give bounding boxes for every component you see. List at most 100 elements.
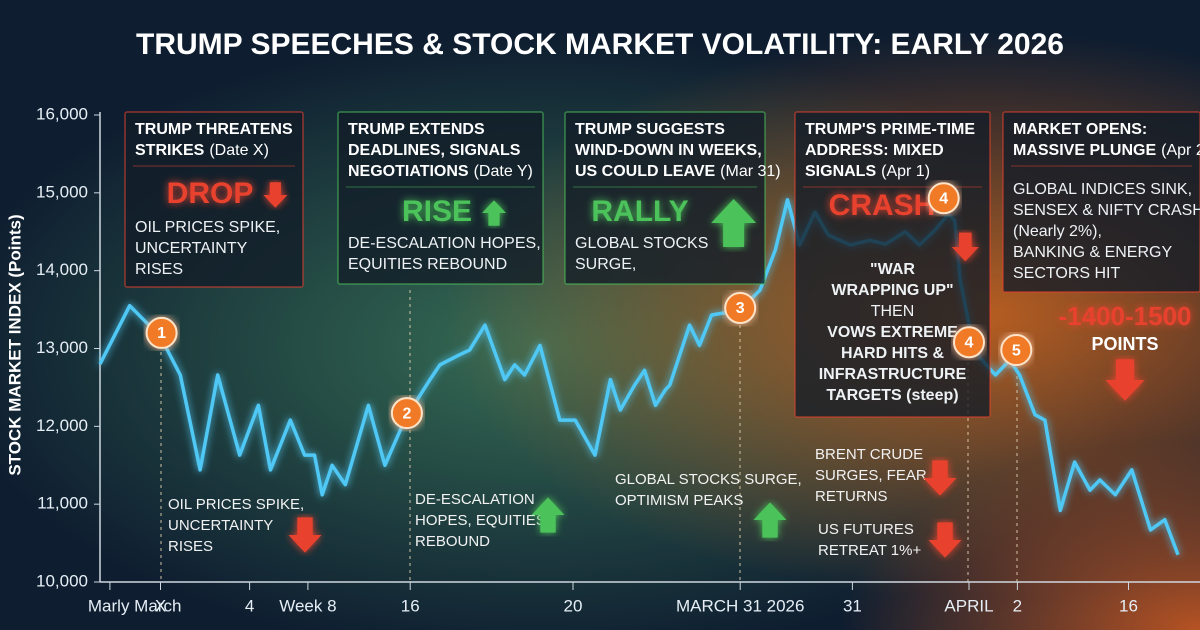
annotation-title: MASSIVE PLUNGE (1013, 142, 1156, 159)
y-tick-label: 16,000 (36, 104, 88, 123)
callout-text: OPTIMISM PEAKS (615, 492, 743, 509)
annotation-box (124, 111, 304, 288)
annotation-keyword: RISE (402, 195, 472, 228)
arrow-icon (951, 232, 979, 262)
event-marker (927, 182, 960, 215)
annotation-keyword: DROP (167, 177, 254, 210)
annotation-description: WRAPPING UP" (831, 282, 953, 299)
annotation-keyword: RALLY (591, 195, 688, 228)
callout-text: BRENT CRUDE (815, 446, 923, 463)
annotation-title: MARKET OPENS: (1013, 121, 1147, 138)
annotation-title: STRIKES (135, 142, 205, 159)
callout-text: HOPES, EQUITIES (415, 512, 546, 529)
annotation-description: VOWS EXTREME (827, 324, 958, 341)
arrow-icon (482, 200, 507, 226)
annotation-description: "WAR (870, 261, 915, 278)
event-marker (724, 292, 757, 325)
annotation-box (1002, 111, 1200, 293)
x-tick-label: Week 8 (279, 596, 336, 615)
annotation-keyword: -1400-1500 (1059, 301, 1192, 331)
annotation-description: UNCERTAINTY (135, 240, 248, 257)
annotation-box (564, 111, 766, 285)
y-tick-label: 14,000 (36, 260, 88, 279)
annotation-description: OIL PRICES SPIKE, (135, 219, 280, 236)
x-tick-label: 4 (245, 596, 254, 615)
event-marker-label: 3 (736, 300, 745, 317)
arrow-icon (928, 522, 962, 558)
x-tick-label: Marly March (88, 596, 182, 615)
annotation-description: SENSEX & NIFTY CRASH (1013, 202, 1200, 219)
annotation-description: GLOBAL INDICES SINK, (1013, 181, 1192, 198)
annotation-description: (Nearly 2%), (1013, 223, 1102, 240)
event-marker (390, 397, 423, 430)
y-tick-label: 13,000 (36, 338, 88, 357)
y-tick-label: 10,000 (36, 571, 88, 590)
x-tick-label: 31 (843, 596, 862, 615)
annotation-date: (Apr 1) (881, 163, 930, 180)
annotation-unit: POINTS (1091, 334, 1158, 354)
callout-text: SURGES, FEAR (815, 467, 927, 484)
annotation-title: TRUMP SUGGESTS (575, 121, 725, 138)
chart-title: TRUMP SPEECHES & STOCK MARKET VOLATILITY… (136, 28, 1064, 61)
callout-text: REBOUND (415, 533, 490, 550)
annotation-title: TRUMP'S PRIME-TIME (805, 121, 975, 138)
annotation-title: TRUMP EXTENDS (348, 121, 485, 138)
x-tick-label: APRIL (944, 596, 993, 615)
annotation-description: SURGE, (575, 256, 636, 273)
event-marker (953, 326, 985, 359)
event-marker (145, 316, 178, 349)
annotation-description: HARD HITS & (841, 345, 945, 362)
y-tick-label: 15,000 (36, 182, 88, 201)
arrow-icon (753, 502, 787, 538)
event-marker-label: 1 (157, 325, 166, 342)
annotation-box (337, 111, 544, 285)
callout-text: UNCERTAINTY (168, 517, 273, 534)
annotation-title: NEGOTIATIONS (348, 163, 469, 180)
annotation-title: SIGNALS (805, 163, 876, 180)
arrow-icon (263, 182, 288, 208)
annotation-description: EQUITIES REBOUND (348, 256, 507, 273)
annotation-description: RISES (135, 261, 183, 278)
x-tick-label: MARCH 31 2026 (676, 596, 805, 615)
callout-text: OIL PRICES SPIKE, (168, 496, 304, 513)
arrow-icon (1105, 359, 1145, 401)
callout-text: RETURNS (815, 488, 888, 505)
event-marker-label: 2 (402, 405, 411, 422)
x-tick-label: 2 (1013, 596, 1022, 615)
annotation-description: BANKING & ENERGY (1013, 244, 1172, 261)
callout-text: RETREAT 1%+ (818, 542, 921, 559)
annotation-keyword: CRASH (829, 189, 936, 222)
annotation-title: US COULD LEAVE (575, 163, 715, 180)
annotation-description: SECTORS HIT (1013, 265, 1121, 282)
event-marker-label: 4 (939, 191, 948, 208)
annotation-date: (Date Y) (474, 163, 533, 180)
annotation-date: (Mar 31) (720, 163, 780, 180)
annotation-title: TRUMP THREATENS (135, 121, 293, 138)
event-marker-label: 4 (965, 334, 974, 351)
annotation-description: INFRASTRUCTURE (819, 366, 967, 383)
callout-text: GLOBAL STOCKS SURGE, (615, 471, 802, 488)
callout-text: DE-ESCALATION (415, 491, 535, 508)
annotation-date: (Date X) (209, 142, 269, 159)
x-tick-label: 16 (1119, 596, 1138, 615)
annotation-description: TARGETS (steep) (826, 387, 958, 404)
x-tick-label: X (155, 596, 166, 615)
event-marker-label: 5 (1012, 342, 1021, 359)
callout-text: US FUTURES (818, 521, 914, 538)
annotation-title: ADDRESS: MIXED (805, 142, 944, 159)
annotation-description: GLOBAL STOCKS (575, 235, 708, 252)
callout-text: RISES (168, 538, 213, 555)
event-marker (1000, 334, 1033, 367)
x-tick-label: 20 (564, 596, 583, 615)
annotation-title: DEADLINES, SIGNALS (348, 142, 521, 159)
annotation-description: DE-ESCALATION HOPES, (348, 235, 541, 252)
arrow-icon (711, 199, 757, 247)
y-axis-label: STOCK MARKET INDEX (Points) (5, 214, 24, 475)
x-tick-label: 16 (401, 596, 420, 615)
y-tick-label: 11,000 (37, 494, 88, 513)
y-tick-label: 12,000 (36, 416, 88, 435)
arrow-icon (288, 517, 322, 553)
annotation-date: (Apr 2) (1161, 142, 1200, 159)
arrow-icon (531, 497, 565, 533)
